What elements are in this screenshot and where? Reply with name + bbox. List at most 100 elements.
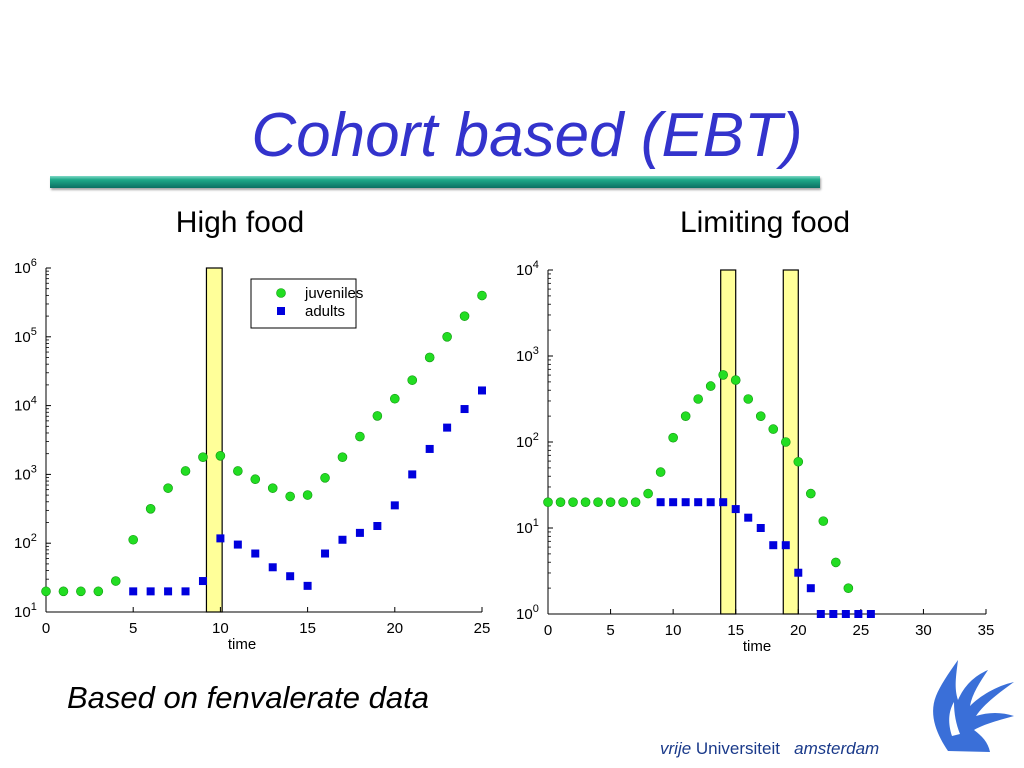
x-tick-label: 15 (727, 622, 744, 639)
adults-point (744, 513, 753, 522)
adults-point (816, 610, 825, 618)
juveniles-point (233, 466, 243, 476)
adults-point (443, 423, 452, 432)
adults-point (781, 541, 790, 550)
x-tick-label: 25 (853, 622, 870, 639)
x-tick-label: 25 (474, 620, 491, 637)
adults-point (251, 549, 260, 558)
adults-point (460, 405, 469, 414)
adults-point (338, 535, 347, 544)
juveniles-point (580, 497, 591, 508)
juveniles-point (718, 370, 729, 380)
juveniles-point (163, 483, 173, 493)
juveniles-point (442, 331, 452, 342)
adults-point (731, 505, 740, 514)
x-tick-label: 20 (790, 622, 807, 639)
x-tick-label: 5 (606, 622, 614, 639)
adults-point (425, 444, 434, 453)
adults-point (286, 572, 295, 581)
juveniles-point (555, 497, 566, 508)
x-tick-label: 0 (42, 620, 50, 637)
adults-point (129, 587, 138, 596)
juveniles-point (76, 586, 86, 597)
x-tick-label: 10 (665, 622, 682, 639)
y-tick-label: 104 (516, 259, 539, 279)
adults-point (233, 540, 242, 549)
juveniles-point (285, 491, 295, 502)
legend-box (250, 278, 357, 329)
juveniles-point (680, 411, 691, 422)
x-tick-label: 15 (299, 620, 316, 637)
adults-point (198, 577, 207, 586)
x-tick-label: 5 (129, 620, 137, 637)
juveniles-point (302, 490, 313, 500)
juveniles-point (58, 586, 69, 597)
juveniles-point (831, 557, 841, 568)
x-axis-label: time (743, 638, 771, 655)
adults-point (478, 386, 486, 395)
legend-label: adults (305, 303, 345, 320)
juveniles-point (145, 503, 156, 514)
adults-point (854, 610, 863, 618)
y-tick-label: 105 (14, 326, 37, 346)
y-tick-label: 101 (14, 601, 37, 621)
juveniles-point (780, 437, 791, 447)
legend-juveniles-marker (276, 288, 286, 298)
juveniles-point (605, 497, 616, 508)
juveniles-point (843, 583, 854, 594)
adults-point (794, 568, 803, 577)
y-tick-label: 102 (14, 532, 37, 552)
juveniles-point (655, 467, 666, 477)
juveniles-point (93, 586, 104, 597)
adults-point (706, 498, 715, 507)
juveniles-point (267, 483, 278, 493)
vu-logo-text: vrije Universiteit amsterdam (660, 739, 879, 759)
adults-point (408, 470, 417, 479)
juveniles-point (593, 497, 603, 508)
juveniles-point (743, 394, 754, 404)
slide-title: Cohort based (EBT) (251, 101, 803, 170)
adults-point (164, 587, 173, 596)
adults-point (866, 610, 875, 618)
juveniles-point (818, 516, 829, 526)
x-tick-label: 20 (386, 620, 403, 637)
adults-point (216, 534, 225, 543)
legend-label: juveniles (304, 285, 363, 302)
juveniles-point (768, 424, 779, 434)
adults-point (656, 498, 665, 507)
juveniles-point (110, 576, 121, 586)
title-underline-bar (50, 176, 820, 188)
vu-griffin-logo-icon (933, 660, 1014, 752)
adults-point (756, 524, 765, 532)
adults-point (268, 563, 277, 572)
juveniles-point (459, 311, 470, 321)
x-tick-label: 10 (212, 620, 229, 637)
adults-point (390, 501, 399, 510)
chart-title-limiting-food: Limiting food (679, 206, 851, 239)
juveniles-point (755, 411, 766, 422)
adults-point (321, 549, 330, 558)
x-axis-label: time (228, 636, 256, 653)
juveniles-point (618, 497, 628, 508)
y-tick-label: 100 (516, 603, 539, 623)
adults-point (355, 528, 364, 537)
adults-point (146, 587, 155, 596)
juveniles-point (643, 488, 653, 499)
juveniles-point (355, 431, 365, 442)
juveniles-point (705, 381, 716, 391)
juveniles-point (337, 452, 348, 463)
adults-point (806, 584, 815, 593)
y-tick-label: 101 (516, 517, 539, 537)
juveniles-point (424, 352, 435, 363)
juveniles-point (568, 497, 578, 508)
footnote: Based on fenvalerate data (67, 680, 429, 715)
y-tick-label: 103 (14, 463, 37, 483)
x-tick-label: 0 (544, 622, 552, 639)
juveniles-point (730, 375, 741, 385)
juveniles-point (320, 473, 330, 483)
y-tick-label: 103 (516, 345, 539, 365)
juveniles-point (41, 586, 51, 597)
adults-point (769, 541, 778, 550)
juveniles-point (372, 411, 383, 421)
